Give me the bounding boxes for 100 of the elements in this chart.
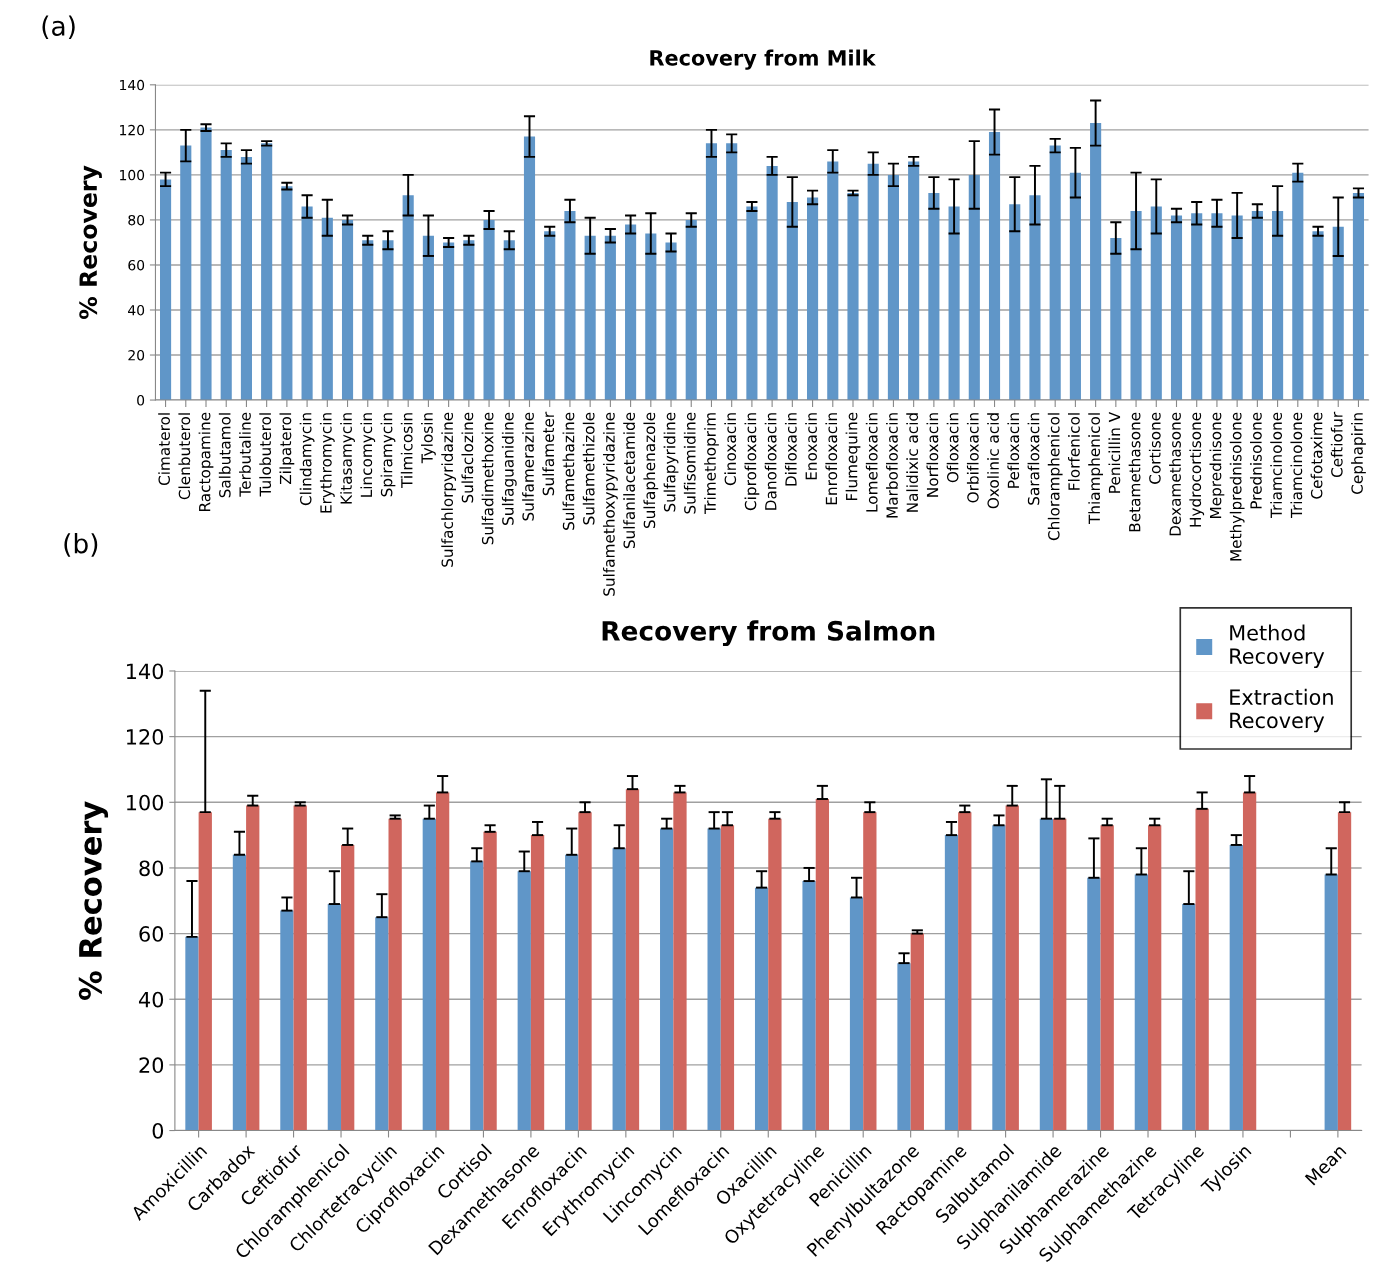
bar <box>1110 237 1122 401</box>
y-tick-label: 20 <box>139 1057 164 1074</box>
bar <box>1337 812 1352 1131</box>
bar <box>887 174 899 401</box>
bar <box>908 161 920 401</box>
y-tick-label: 20 <box>128 349 145 361</box>
x-tick-label: Cortisone <box>1148 412 1161 484</box>
bar <box>612 848 626 1131</box>
bar <box>198 812 212 1131</box>
x-tick-label: Sulfaclozine <box>461 412 474 503</box>
bar <box>1029 195 1041 401</box>
x-tick-label: Ciprofloxacin <box>744 413 760 511</box>
bar <box>1292 172 1304 401</box>
x-tick-label: Lincomycin <box>360 413 376 497</box>
x-tick-label: Triamcinolone <box>1270 412 1283 519</box>
bar <box>375 917 389 1131</box>
x-tick-label: Nalidixic acid <box>906 413 919 512</box>
bar <box>746 206 758 401</box>
bar <box>786 201 798 401</box>
bar <box>897 963 911 1131</box>
bar <box>1251 210 1263 401</box>
bar <box>802 881 816 1131</box>
bar <box>1134 874 1149 1131</box>
bar <box>1191 213 1203 401</box>
bar <box>220 150 232 401</box>
bar <box>660 828 674 1131</box>
bar <box>185 936 199 1131</box>
x-tick-label: Cimaterol <box>158 413 170 486</box>
bar <box>604 235 616 401</box>
bar <box>523 136 536 401</box>
bar <box>261 143 273 401</box>
bar <box>422 818 436 1131</box>
bar <box>341 844 355 1131</box>
bar <box>645 233 657 401</box>
bar <box>625 789 640 1131</box>
y-tick-label: 60 <box>139 926 164 942</box>
y-tick-label: 120 <box>120 124 145 136</box>
x-tick-label: Danofloxacin <box>764 413 777 510</box>
bar <box>246 805 260 1131</box>
bar <box>928 192 940 401</box>
bar <box>1150 206 1162 401</box>
chart-title: Recovery from Salmon <box>602 620 935 647</box>
x-tick-label: Sulfadimethoxine <box>481 412 494 545</box>
y-axis-title: % Recovery <box>79 165 102 320</box>
bar <box>673 792 687 1131</box>
bar <box>301 206 313 401</box>
bar <box>665 242 677 401</box>
x-tick-label: Sarafloxacin <box>1027 413 1040 505</box>
bar <box>988 132 1001 401</box>
bar <box>293 805 307 1131</box>
x-tick-label: Kitasamycin <box>340 413 355 504</box>
x-tick-label: Oxolinic acid <box>987 413 999 509</box>
bar <box>578 812 592 1131</box>
x-tick-label: Clenbuterol <box>178 413 191 500</box>
y-tick-label: 100 <box>120 169 145 181</box>
x-tick-label: Betamethasone <box>1128 412 1141 532</box>
bar <box>1231 215 1243 401</box>
bar <box>483 219 495 401</box>
x-tick-label: Sulfanilacetamide <box>623 412 636 549</box>
x-tick-label: Sulfapyridine <box>663 412 679 512</box>
bar <box>1069 172 1081 401</box>
bar <box>422 235 434 401</box>
bar <box>517 871 531 1131</box>
x-tick-label: Florfenicol <box>1068 413 1080 490</box>
bar <box>1100 825 1114 1131</box>
bar <box>565 854 579 1131</box>
bar <box>200 127 212 401</box>
bar <box>382 240 394 401</box>
bar <box>327 904 342 1131</box>
bar <box>754 887 769 1131</box>
bar <box>388 818 402 1131</box>
bar <box>1039 818 1054 1131</box>
bar <box>849 897 864 1131</box>
bar <box>1148 825 1162 1131</box>
x-tick-label: Sulfaphenazole <box>643 412 659 529</box>
bar <box>483 831 497 1131</box>
x-tick-label: Flumequine <box>845 412 861 501</box>
x-tick-label: Meprednisone <box>1209 412 1225 518</box>
x-tick-label: Difloxacin <box>784 413 797 486</box>
x-tick-label: Sulfaguanidine <box>501 412 517 525</box>
x-tick-label: Sulfamethazine <box>562 412 575 530</box>
bar <box>768 818 782 1131</box>
bar <box>160 179 172 401</box>
bar <box>1324 874 1338 1131</box>
bar <box>685 219 697 401</box>
x-tick-label: Thiamphenicol <box>1088 413 1104 525</box>
x-tick-label: Trimethoprim <box>704 413 719 514</box>
y-tick-label: 40 <box>138 991 164 1008</box>
x-tick-label: Tulobuterol <box>259 413 272 497</box>
x-tick-label: Sulfachlorpyridazine <box>441 412 457 567</box>
x-tick-label: Sulfamethoxypyridazine <box>602 412 618 596</box>
x-tick-label: Zilpaterol <box>279 413 295 485</box>
y-tick-label: 40 <box>128 304 145 316</box>
x-tick-label: Ceftiofur <box>1330 411 1343 478</box>
bar <box>958 812 972 1131</box>
bar <box>847 192 859 401</box>
bar <box>1053 818 1067 1131</box>
bar <box>1242 792 1257 1131</box>
bar <box>544 231 556 401</box>
y-tick-label: 0 <box>152 1122 164 1139</box>
